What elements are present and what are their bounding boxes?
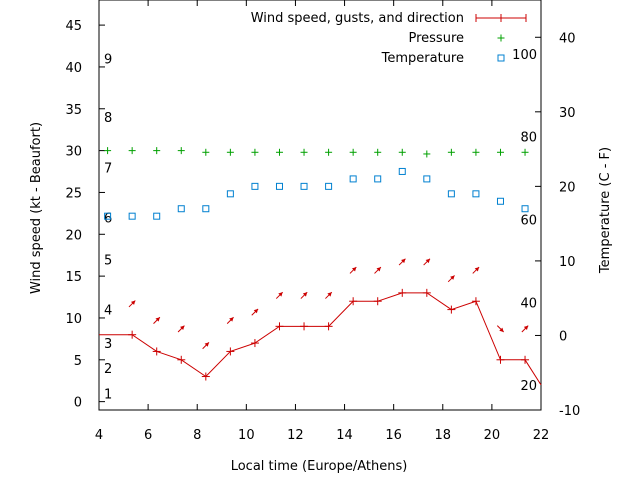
wind-direction-arrowhead	[327, 292, 332, 297]
temperature-point	[447, 190, 455, 198]
y-axis-right-label: Temperature (C - F)	[598, 147, 613, 274]
temperature-point	[275, 182, 283, 190]
x-tick-label: 16	[385, 428, 402, 443]
y-axis-left-label: Wind speed (kt - Beaufort)	[29, 122, 44, 294]
temperature-point	[374, 175, 382, 183]
temperature-point	[398, 167, 406, 175]
wind-direction-arrowhead	[204, 342, 209, 347]
wind-direction-arrowhead	[499, 327, 504, 333]
y-left-tick-label: 30	[65, 145, 82, 160]
wind-direction-arrowhead	[278, 292, 283, 297]
wind-direction-arrowhead	[450, 275, 455, 280]
x-tick-label: 12	[287, 428, 304, 443]
legend-label-temperature: Temperature	[381, 51, 464, 66]
temperature-point	[251, 182, 259, 190]
fahrenheit-label: 40	[520, 296, 537, 311]
y-left-tick-label: 15	[65, 270, 82, 285]
wind-direction-arrowhead	[130, 300, 136, 305]
legend-swatch-temperature	[497, 54, 505, 62]
x-tick-label: 18	[435, 428, 452, 443]
wind-direction-arrowhead	[229, 317, 234, 322]
y-left-tick-label: 0	[74, 396, 82, 411]
x-tick-label: 4	[95, 428, 103, 443]
y-right-tick-label: -10	[559, 404, 580, 419]
wind-direction-arrowhead	[351, 267, 357, 272]
temperature-point	[300, 182, 308, 190]
temperature-point	[349, 175, 357, 183]
legend-label-wind: Wind speed, gusts, and direction	[251, 11, 464, 26]
x-tick-label: 8	[193, 428, 201, 443]
wind-direction-arrowhead	[401, 258, 406, 264]
beaufort-label: 8	[104, 111, 112, 126]
plot-area	[98, 0, 542, 411]
fahrenheit-label: 20	[520, 379, 537, 394]
temperature-point	[521, 205, 529, 213]
temperature-point	[153, 212, 161, 220]
x-tick-label: 10	[238, 428, 255, 443]
x-tick-label: 14	[336, 428, 353, 443]
beaufort-label: 7	[104, 161, 112, 176]
wind-direction-arrowhead	[523, 325, 529, 331]
temperature-point	[128, 212, 136, 220]
fahrenheit-label: 100	[512, 48, 537, 63]
beaufort-label: 3	[104, 337, 112, 352]
y-right-tick-label: 0	[559, 329, 567, 344]
temperature-point	[325, 182, 333, 190]
wind-direction-arrowhead	[155, 317, 160, 322]
y-left-tick-label: 45	[65, 19, 82, 34]
temperature-point	[177, 205, 185, 213]
y-right-tick-label: 40	[559, 31, 576, 46]
y-right-tick-label: 30	[559, 106, 576, 121]
fahrenheit-label: 60	[520, 213, 537, 228]
beaufort-label: 4	[104, 304, 112, 319]
series-marks	[99, 147, 542, 386]
beaufort-label: 9	[104, 53, 112, 68]
temperature-point	[496, 197, 504, 205]
wind-direction-arrowhead	[474, 267, 480, 272]
temperature-point	[423, 175, 431, 183]
y-left-tick-label: 20	[65, 228, 82, 243]
y-right-tick-label: 20	[559, 180, 576, 195]
beaufort-label: 5	[104, 253, 112, 268]
x-tick-label: 22	[533, 428, 550, 443]
fahrenheit-label: 80	[520, 131, 537, 146]
wind-direction-arrowhead	[376, 267, 381, 272]
y-left-tick-label: 35	[65, 103, 82, 118]
beaufort-label: 1	[104, 387, 112, 402]
y-left-tick-label: 25	[65, 186, 82, 201]
temperature-point	[472, 190, 480, 198]
temperature-point	[226, 190, 234, 198]
y-left-tick-label: 5	[74, 354, 82, 369]
wind-direction-arrowhead	[180, 325, 185, 331]
wind-direction-arrowhead	[425, 258, 430, 264]
x-tick-label: 6	[144, 428, 152, 443]
y-left-tick-label: 40	[65, 61, 82, 76]
temperature-point	[202, 205, 210, 213]
legend: Wind speed, gusts, and direction Pressure…	[251, 11, 527, 66]
legend-label-pressure: Pressure	[408, 31, 464, 46]
y-right-tick-label: 10	[559, 255, 576, 270]
wind-direction-arrowhead	[253, 308, 259, 314]
temperature-point	[104, 212, 112, 220]
beaufort-label: 2	[104, 362, 112, 377]
plot-border	[98, 0, 542, 411]
x-axis-label: Local time (Europe/Athens)	[231, 459, 408, 474]
axis-ticks: 4 6 8 10 12 14 16 18 20 22051015202530354045-1001…	[65, 0, 580, 443]
wind-direction-arrowhead	[302, 292, 308, 297]
x-tick-label: 20	[484, 428, 501, 443]
y-left-tick-label: 10	[65, 312, 82, 327]
wind-speed-line	[99, 292, 542, 386]
